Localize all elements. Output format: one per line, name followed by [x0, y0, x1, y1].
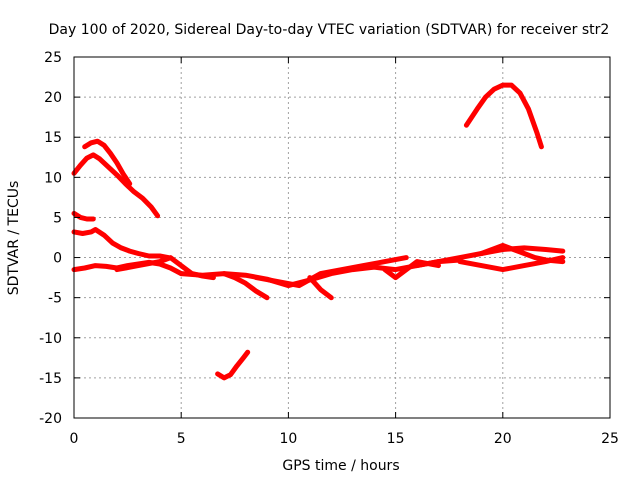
series-arc-near-zero-left [71, 227, 171, 261]
x-tick-label: 0 [70, 431, 79, 447]
series-arc-mid-e [307, 275, 334, 301]
plot-frame [73, 56, 611, 419]
series-arc-upper-left-b [82, 138, 133, 187]
x-tick-label: 15 [387, 431, 405, 447]
x-tick-label: 20 [494, 431, 512, 447]
x-tick-label: 5 [177, 431, 186, 447]
series-arc-high-right [463, 82, 544, 150]
series-arc-right-c [478, 243, 566, 265]
series-layer [71, 82, 566, 381]
y-tick-label: -15 [39, 371, 62, 387]
y-tick-label: 10 [44, 170, 62, 186]
y-tick-label: -20 [39, 411, 62, 427]
ticks: 0 5 10 15 20 25 25 20 15 10 5 0 -5 -10 -15 -20 [39, 50, 619, 447]
x-tick-label: 25 [601, 431, 619, 447]
series-arc-upper-left-a [71, 152, 161, 219]
series-arc-low-isolated [215, 349, 251, 381]
y-tick-label: -5 [48, 291, 62, 307]
y-tick-label: 15 [44, 130, 62, 146]
y-tick-label: 25 [44, 50, 62, 66]
y-axis-label: SDTVAR / TECUs [6, 181, 22, 296]
y-tick-label: 5 [53, 210, 62, 226]
x-tick-label: 10 [279, 431, 297, 447]
chart-title: Day 100 of 2020, Sidereal Day-to-day VTE… [49, 22, 610, 38]
y-tick-label: 20 [44, 90, 62, 106]
series-arc-mid-c [221, 271, 270, 301]
series-arc-mid-d [253, 255, 409, 289]
x-axis-label: GPS time / hours [282, 458, 399, 474]
y-tick-label: 0 [53, 251, 62, 267]
y-tick-label: -10 [39, 331, 62, 347]
series-arc-short-left [71, 210, 96, 222]
